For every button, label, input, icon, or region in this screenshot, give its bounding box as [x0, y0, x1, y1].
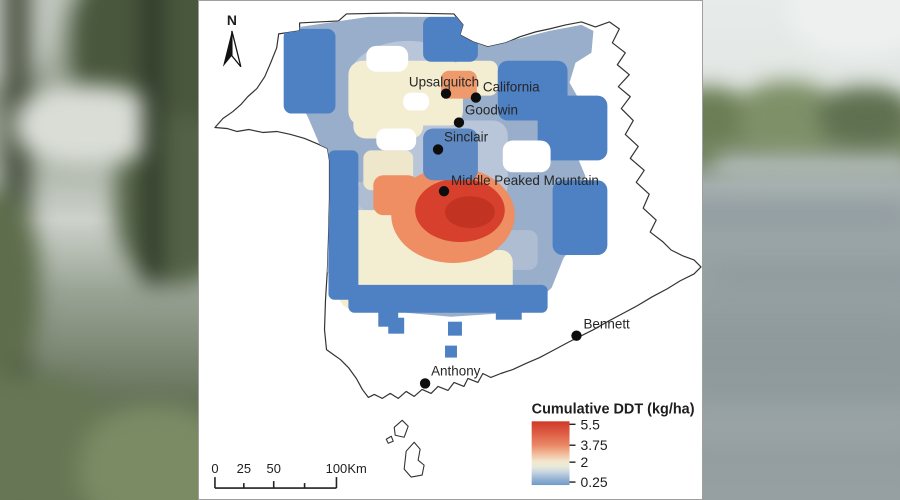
- scale-bar-labels: 0 25 50 100 Km: [211, 461, 366, 476]
- scale-tick-25: 25: [237, 461, 251, 476]
- scale-tick-50: 50: [267, 461, 281, 476]
- legend-title: Cumulative DDT (kg/ha): [532, 401, 695, 417]
- figure-panel: N Upsalquitch California Goodwin Sinclai…: [198, 0, 703, 500]
- legend-tick-5-5: 5.5: [580, 416, 600, 432]
- legend-tick-3-75: 3.75: [580, 437, 607, 453]
- site-label-california: California: [483, 80, 540, 95]
- site-marker-bennett: [571, 330, 582, 341]
- site-marker-sinclair: [432, 144, 444, 155]
- scale-tick-100: 100: [326, 461, 348, 476]
- site-marker-anthony: [419, 378, 431, 389]
- scale-bar: [214, 477, 338, 489]
- choropleth-patches: [283, 16, 608, 358]
- site-label-sinclair: Sinclair: [444, 129, 489, 144]
- islands: [385, 419, 425, 478]
- background-photo-right: [703, 0, 900, 500]
- legend: Cumulative DDT (kg/ha) 5.5 3.75 2 0.25: [531, 401, 695, 490]
- legend-tick-2: 2: [580, 454, 588, 470]
- north-arrow-icon: N: [222, 12, 242, 68]
- site-labels: Upsalquitch California Goodwin Sinclair …: [409, 75, 630, 379]
- legend-colorbar: [531, 421, 570, 486]
- site-markers: [419, 88, 582, 389]
- scale-tick-0: 0: [211, 461, 218, 476]
- legend-tick-0-25: 0.25: [580, 474, 607, 490]
- site-marker-upsalquitch: [440, 88, 452, 99]
- background-photo-left: [0, 0, 198, 500]
- site-marker-california: [470, 92, 482, 103]
- legend-ticks: [569, 423, 576, 483]
- site-marker-middle-peaked-mountain: [438, 186, 450, 197]
- ddt-map-figure: N Upsalquitch California Goodwin Sinclai…: [211, 12, 702, 490]
- site-label-middle-peaked-mountain: Middle Peaked Mountain: [451, 173, 599, 188]
- background-photo-left-blur: [0, 0, 198, 500]
- site-marker-goodwin: [453, 117, 465, 128]
- site-label-upsalquitch: Upsalquitch: [409, 75, 479, 90]
- background-photo-right-blur: [703, 0, 900, 500]
- north-arrow-label: N: [227, 12, 237, 28]
- scale-unit: Km: [347, 461, 366, 476]
- site-label-goodwin: Goodwin: [465, 103, 518, 118]
- site-label-bennett: Bennett: [583, 317, 630, 332]
- site-label-anthony: Anthony: [431, 363, 481, 378]
